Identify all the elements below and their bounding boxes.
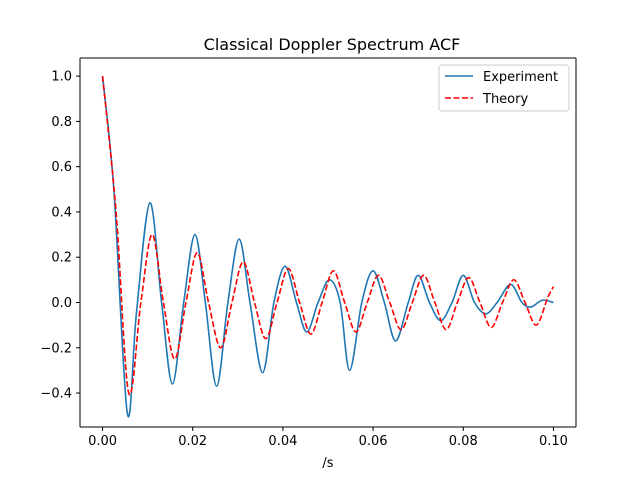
- x-tick-label: 0.06: [359, 434, 388, 449]
- series-line-experiment: [101, 76, 554, 418]
- y-tick-label: 0.2: [51, 251, 72, 266]
- y-tick-label: −0.2: [40, 341, 72, 356]
- y-tick-label: 0.8: [51, 115, 72, 130]
- y-tick-label: 0.6: [51, 160, 72, 175]
- legend: Experiment Theory: [438, 64, 570, 112]
- x-axis-label: /s: [322, 456, 333, 471]
- y-tick-label: −0.4: [40, 387, 72, 402]
- series-line-theory: [101, 76, 555, 396]
- legend-label-experiment: Experiment: [483, 70, 558, 85]
- x-tick-label: 0.04: [268, 434, 297, 449]
- legend-label-theory: Theory: [482, 92, 528, 107]
- plot-area: 0.00 0.02 0.04 0.06 0.08 0.10 −0.4 −0.2 0.0 0.2 0.…: [40, 57, 577, 449]
- y-tick-label: 0.4: [51, 205, 72, 220]
- x-tick-label: 0.08: [449, 434, 478, 449]
- x-tick-label: 0.00: [88, 434, 117, 449]
- chart-title: Classical Doppler Spectrum ACF: [204, 35, 461, 54]
- y-tick-label: 1.0: [51, 70, 72, 85]
- x-tick-label: 0.10: [539, 434, 568, 449]
- y-tick-label: 0.0: [51, 296, 72, 311]
- x-tick-label: 0.02: [178, 434, 207, 449]
